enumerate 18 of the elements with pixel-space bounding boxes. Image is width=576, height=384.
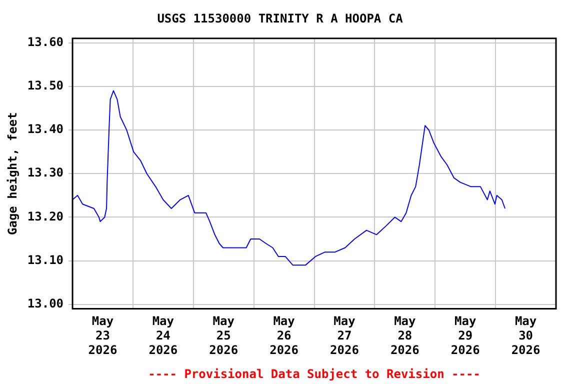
y-axis-title: Gage height, feet [5,112,20,236]
x-tick-label: May 23 2026 [88,314,118,357]
text: ---- Provisional Data Subject to Revision ---- [148,367,480,382]
chart-title: USGS 11530000 TRINITY R A HOOPA CA [157,11,404,26]
x-tick-label: May 25 2026 [209,314,238,357]
y-tick-label: 13.50 [27,78,64,92]
y-tick-label: 13.40 [27,122,64,136]
x-tick-label: May 28 2026 [390,314,420,357]
x-tick-label: May 27 2026 [330,314,359,357]
x-tick-label: May 24 2026 [148,314,178,357]
y-tick-label: 13.20 [27,209,64,224]
y-tick-label: 13.30 [27,166,64,180]
x-tick-label: May 29 2026 [450,314,480,357]
x-tick-label: May 30 2026 [511,314,540,357]
x-tick-label: May 26 2026 [270,314,298,357]
y-tick-label: 13.10 [27,252,64,267]
y-tick-label: 13.60 [27,34,64,49]
y-tick-label: 13.00 [27,296,64,311]
